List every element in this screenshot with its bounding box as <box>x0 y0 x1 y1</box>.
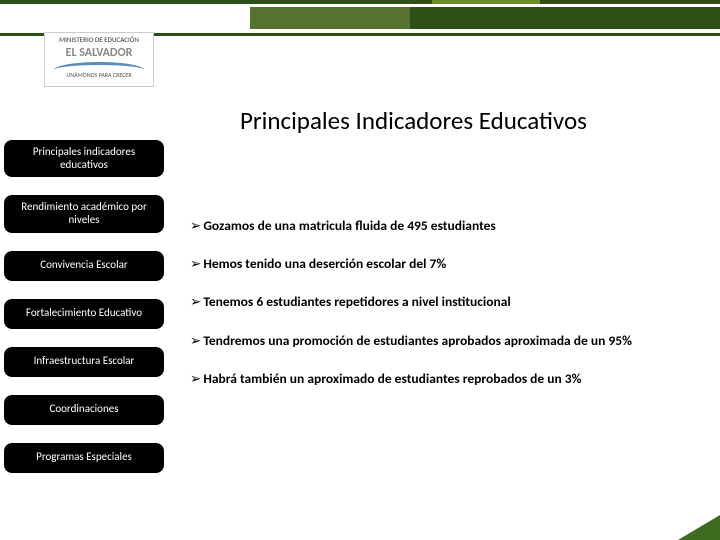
arrow-icon: ➢ <box>190 333 201 349</box>
bullet-text: Tendremos una promoción de estudiantes a… <box>203 333 632 349</box>
arrow-icon: ➢ <box>190 256 201 272</box>
logo: MINISTERIO DE EDUCACIÓN EL SALVADOR UNÁM… <box>44 32 154 87</box>
bullet-text: Gozamos de una matricula fluida de 495 e… <box>203 218 495 234</box>
page-title: Principales Indicadores Educativos <box>240 105 587 136</box>
bullet-item: ➢ Gozamos de una matricula fluida de 495… <box>190 218 700 234</box>
arrow-icon: ➢ <box>190 294 201 310</box>
bullet-item: ➢ Tenemos 6 estudiantes repetidores a ni… <box>190 294 700 310</box>
bullet-item: ➢ Tendremos una promoción de estudiantes… <box>190 333 700 349</box>
sidebar-item-label: Infraestructura Escolar <box>34 355 135 368</box>
sidebar-item-label: Coordinaciones <box>49 403 118 416</box>
arrow-icon: ➢ <box>190 371 201 387</box>
sidebar-item-rendimiento[interactable]: Rendimiento académico por niveles <box>4 195 164 232</box>
sidebar-item-convivencia[interactable]: Convivencia Escolar <box>4 251 164 281</box>
sidebar-item-coordinaciones[interactable]: Coordinaciones <box>4 395 164 425</box>
sidebar-item-label: Programas Especiales <box>36 451 132 464</box>
bullet-text: Tenemos 6 estudiantes repetidores a nive… <box>203 294 510 310</box>
arrow-icon: ➢ <box>190 218 201 234</box>
bullet-text: Habrá también un aproximado de estudiant… <box>203 371 581 387</box>
logo-subtitle: MINISTERIO DE EDUCACIÓN <box>45 35 153 44</box>
sidebar-item-indicadores[interactable]: Principales indicadores educativos <box>4 140 164 177</box>
top-border <box>0 0 720 4</box>
logo-country: EL SALVADOR <box>45 46 153 60</box>
sidebar-item-label: Convivencia Escolar <box>40 259 127 272</box>
sidebar-item-label: Principales indicadores educativos <box>10 146 158 171</box>
sidebar: Principales indicadores educativos Rendi… <box>4 140 164 491</box>
logo-tagline: UNÁMONOS PARA CRECER <box>45 71 153 79</box>
sidebar-item-label: Rendimiento académico por niveles <box>10 201 158 226</box>
sidebar-item-programas[interactable]: Programas Especiales <box>4 443 164 473</box>
bullet-item: ➢ Habrá también un aproximado de estudia… <box>190 371 700 387</box>
bullet-item: ➢ Hemos tenido una deserción escolar del… <box>190 256 700 272</box>
corner-accent-icon <box>678 515 720 540</box>
logo-wave-icon <box>54 62 144 70</box>
sidebar-item-fortalecimiento[interactable]: Fortalecimiento Educativo <box>4 299 164 329</box>
bullet-text: Hemos tenido una deserción escolar del 7… <box>203 256 446 272</box>
sidebar-item-label: Fortalecimiento Educativo <box>26 307 142 320</box>
bullets: ➢ Gozamos de una matricula fluida de 495… <box>190 218 700 409</box>
header-band <box>0 7 720 29</box>
sidebar-item-infraestructura[interactable]: Infraestructura Escolar <box>4 347 164 377</box>
